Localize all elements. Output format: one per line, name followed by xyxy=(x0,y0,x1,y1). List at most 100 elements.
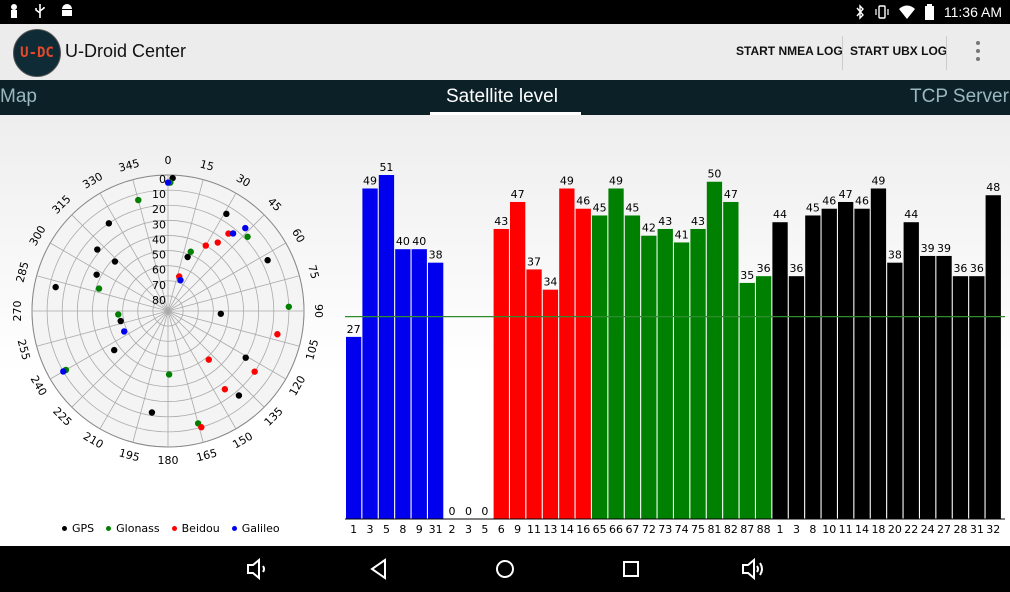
signal-bar xyxy=(870,188,887,519)
azimuth-spoke xyxy=(167,310,237,429)
satellite-dot xyxy=(52,283,59,291)
bar-value-label: 36 xyxy=(953,262,967,275)
azimuth-spoke xyxy=(132,310,169,443)
recents-icon[interactable] xyxy=(618,556,644,582)
satellite-dot xyxy=(60,368,67,375)
status-time: 11:36 AM xyxy=(943,4,1002,20)
elevation-label: 60 xyxy=(152,264,166,277)
app-bar: U-DC U-Droid Center START NMEA LOG START… xyxy=(0,24,1010,81)
bluetooth-icon xyxy=(856,4,864,20)
bar-value-label: 39 xyxy=(937,242,951,255)
tab-tcp-server[interactable]: TCP Server xyxy=(910,86,1009,107)
bar-category-label: 1 xyxy=(777,523,784,536)
volume-up-icon[interactable] xyxy=(740,556,766,582)
signal-bar xyxy=(624,215,641,519)
satellite-dot xyxy=(177,276,184,284)
bar-category-label: 88 xyxy=(757,523,771,536)
satellite-dot xyxy=(214,239,221,246)
bar-category-label: 28 xyxy=(953,523,967,536)
signal-bar xyxy=(903,222,919,519)
azimuth-spoke xyxy=(167,214,265,312)
signal-bar xyxy=(575,208,591,519)
signal-bar xyxy=(378,175,395,519)
satellite-dot xyxy=(244,233,251,240)
bar-value-label: 49 xyxy=(363,174,377,187)
tab-map[interactable]: Map xyxy=(0,86,37,107)
signal-bar xyxy=(969,276,985,519)
bar-category-label: 2 xyxy=(449,523,456,536)
satellite-dot xyxy=(223,210,230,218)
bar-value-label: 45 xyxy=(806,201,820,214)
satellite-dot xyxy=(115,311,122,318)
status-bar: 11:36 AM xyxy=(0,0,1010,24)
azimuth-label: 345 xyxy=(117,157,141,175)
tab-satellite-level[interactable]: Satellite level xyxy=(446,86,558,107)
azimuth-label: 105 xyxy=(303,338,321,362)
legend-item-beidou: Beidou xyxy=(171,522,220,535)
bar-value-label: 0 xyxy=(481,505,488,518)
satellite-dot xyxy=(198,424,205,431)
bar-category-label: 31 xyxy=(970,523,984,536)
azimuth-label: 120 xyxy=(287,373,309,398)
app-logo: U-DC xyxy=(13,29,61,77)
azimuth-label: 15 xyxy=(199,158,216,174)
bar-value-label: 34 xyxy=(543,276,557,289)
bar-value-label: 45 xyxy=(625,201,639,214)
legend-item-galileo: Galileo xyxy=(231,522,280,535)
bar-value-label: 37 xyxy=(527,255,541,268)
elevation-label: 80 xyxy=(152,294,166,307)
android-icon xyxy=(62,4,72,16)
bar-category-label: 32 xyxy=(986,523,1000,536)
signal-bar xyxy=(362,188,378,519)
bar-category-label: 18 xyxy=(871,523,885,536)
bar-value-label: 0 xyxy=(449,505,456,518)
azimuth-spoke xyxy=(36,275,169,312)
bar-category-label: 24 xyxy=(921,523,935,536)
bar-category-label: 75 xyxy=(691,523,705,536)
signal-bar xyxy=(510,201,526,519)
azimuth-label: 240 xyxy=(28,373,50,398)
satellite-dot xyxy=(274,331,281,338)
satellite-dot xyxy=(221,386,229,393)
bar-value-label: 46 xyxy=(822,195,836,208)
bar-value-label: 43 xyxy=(494,215,508,228)
overflow-menu-icon[interactable] xyxy=(974,38,982,66)
start-ubx-log-button[interactable]: START UBX LOG xyxy=(850,44,948,58)
azimuth-label: 150 xyxy=(230,430,255,452)
bar-category-label: 66 xyxy=(609,523,623,536)
signal-bar xyxy=(608,188,624,519)
start-nmea-log-button[interactable]: START NMEA LOG xyxy=(736,44,843,58)
bar-value-label: 39 xyxy=(921,242,935,255)
bar-category-label: 87 xyxy=(740,523,754,536)
signal-bar xyxy=(887,262,903,519)
azimuth-label: 165 xyxy=(195,446,219,464)
elevation-label: 30 xyxy=(152,218,166,231)
bar-category-label: 8 xyxy=(809,523,816,536)
bar-category-label: 6 xyxy=(498,523,505,536)
back-icon[interactable] xyxy=(366,556,392,582)
satellite-dot xyxy=(285,303,293,310)
satellite-dot xyxy=(93,271,100,278)
volume-down-icon[interactable] xyxy=(244,556,270,582)
home-icon[interactable] xyxy=(492,556,518,582)
signal-bar xyxy=(706,181,723,519)
azimuth-spoke xyxy=(167,242,286,312)
bar-category-label: 9 xyxy=(514,523,521,536)
bar-category-label: 16 xyxy=(576,523,590,536)
bar-category-label: 20 xyxy=(888,523,902,536)
wifi-icon xyxy=(898,5,915,19)
azimuth-label: 255 xyxy=(15,338,33,362)
azimuth-label: 30 xyxy=(234,172,253,190)
bar-value-label: 38 xyxy=(429,249,443,262)
satellite-dot xyxy=(264,257,271,264)
active-tab-indicator xyxy=(430,112,581,115)
satellite-dot xyxy=(111,346,118,354)
action-divider xyxy=(946,36,947,70)
bar-value-label: 47 xyxy=(724,188,738,201)
signal-bar xyxy=(985,195,1001,519)
satellite-dot xyxy=(135,196,142,204)
bar-value-label: 46 xyxy=(855,195,869,208)
azimuth-label: 210 xyxy=(81,430,106,452)
satellite-dot xyxy=(164,179,172,186)
bar-category-label: 72 xyxy=(642,523,656,536)
